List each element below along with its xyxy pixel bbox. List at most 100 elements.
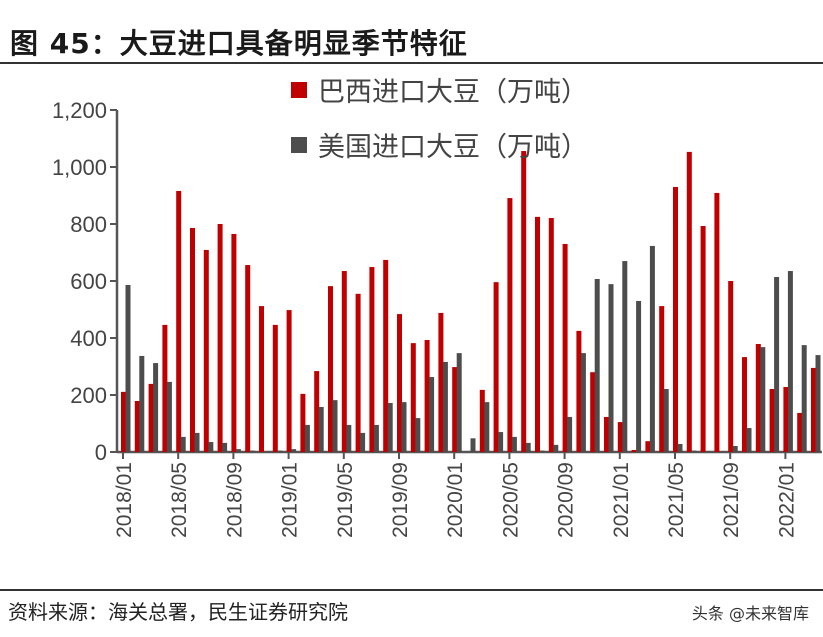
bar-brazil [548, 218, 554, 452]
bar-brazil [535, 216, 540, 452]
x-tick-label: 2019/01 [279, 462, 302, 538]
figure-title: 图 45：大豆进口具备明显季节特征 [10, 27, 468, 60]
x-tick-label: 2020/05 [499, 462, 522, 538]
bar-us [249, 450, 255, 452]
x-tick-label: 2021/01 [610, 462, 633, 538]
bar-brazil [686, 151, 692, 452]
x-tick-label: 2020/09 [555, 462, 578, 538]
bar-brazil [176, 190, 182, 452]
bar-brazil [507, 198, 513, 452]
x-tick-label: 2021/09 [720, 462, 743, 538]
bar-brazil [286, 310, 292, 452]
x-tick-label: 2019/05 [334, 462, 357, 538]
bar-us [304, 424, 310, 452]
x-tick-label: 2018/09 [223, 462, 246, 538]
bar-brazil [410, 343, 416, 452]
bar-brazil [576, 330, 582, 452]
bar-us [180, 436, 186, 452]
bar-us [608, 284, 614, 452]
bar-brazil [493, 282, 499, 452]
bar-brazil [755, 343, 761, 452]
bar-brazil [604, 416, 609, 452]
bar-us [208, 442, 214, 452]
bar-us [360, 432, 366, 452]
bar-us [691, 450, 697, 452]
bar-us [222, 442, 228, 452]
bar-brazil [811, 367, 816, 452]
bar-us [801, 345, 807, 452]
bar-brazil [479, 389, 485, 452]
bar-brazil [783, 387, 789, 452]
bar-brazil [231, 233, 237, 452]
bar-us [291, 449, 297, 452]
bar-us [346, 424, 352, 452]
x-tick-label: 2018/01 [113, 462, 136, 538]
bar-us [153, 363, 159, 452]
bar-brazil [769, 389, 775, 452]
bar-brazil [631, 450, 637, 452]
bar-us [277, 450, 283, 452]
bar-brazil [121, 391, 126, 452]
bar-us [649, 245, 655, 452]
legend-swatch [291, 137, 307, 153]
y-tick-label: 200 [70, 383, 107, 408]
bar-brazil [673, 186, 678, 452]
bar-us [235, 449, 241, 452]
bar-brazil [341, 271, 347, 452]
bar-brazil [314, 371, 320, 452]
bar-us [774, 277, 780, 452]
bar-brazil [369, 267, 375, 452]
bar-us [746, 428, 752, 452]
bar-us [594, 279, 600, 452]
bar-us [511, 436, 517, 452]
bar-us [815, 355, 821, 452]
bar-us [525, 442, 531, 452]
bar-brazil [383, 259, 389, 452]
bar-brazil [134, 400, 140, 452]
bar-us [442, 361, 448, 452]
x-tick-label: 2020/01 [444, 462, 467, 538]
bar-brazil [562, 243, 568, 452]
y-tick-label: 600 [70, 269, 107, 294]
bar-us [387, 402, 393, 452]
bar-us [484, 402, 490, 452]
bar-brazil [452, 367, 458, 452]
bar-us [787, 271, 793, 452]
bar-us [456, 353, 462, 452]
bar-us [732, 446, 738, 452]
bar-us [401, 402, 407, 452]
bar-brazil [590, 372, 596, 452]
bar-brazil [272, 324, 278, 452]
x-tick-label: 2022/01 [775, 462, 798, 538]
bar-brazil [742, 357, 747, 452]
bar-us [498, 432, 504, 452]
bar-us [636, 300, 642, 452]
bar-us [318, 406, 324, 452]
bar-brazil [203, 249, 209, 452]
bar-us [553, 444, 559, 452]
bar-us [539, 450, 545, 452]
x-tick-label: 2018/05 [168, 462, 191, 538]
bar-us [677, 444, 683, 452]
bar-us [705, 451, 711, 452]
y-tick-label: 1,200 [52, 98, 107, 123]
y-tick-label: 800 [70, 212, 107, 237]
title-divider [0, 62, 823, 64]
bar-brazil [217, 224, 223, 452]
bar-brazil [300, 393, 306, 452]
y-tick-label: 1,000 [52, 155, 107, 180]
bar-us [760, 347, 766, 452]
bar-us [194, 432, 200, 452]
source-divider [0, 589, 823, 591]
bar-us [166, 381, 172, 452]
y-tick-label: 0 [95, 440, 107, 465]
bar-brazil [700, 225, 706, 452]
legend-label: 巴西进口大豆（万吨） [318, 77, 588, 108]
bar-brazil [728, 281, 734, 452]
bar-brazil [190, 227, 195, 452]
bar-us [125, 284, 131, 452]
bar-us [622, 261, 628, 452]
bar-brazil [245, 265, 251, 452]
bar-brazil [162, 324, 168, 452]
